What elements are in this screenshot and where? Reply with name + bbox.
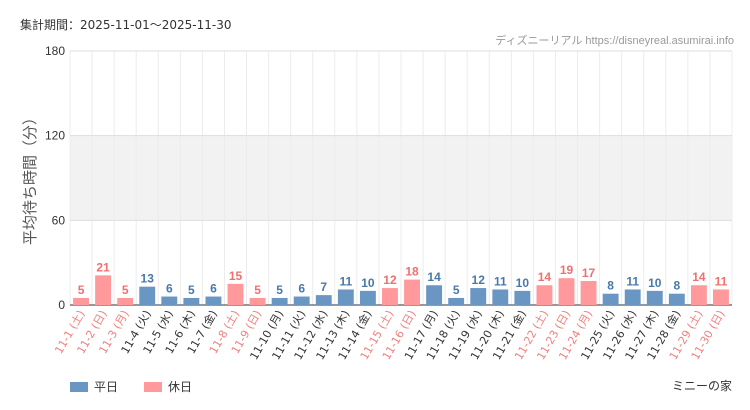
bar bbox=[249, 297, 266, 305]
value-label: 5 bbox=[188, 283, 195, 297]
source-credit: ディズニーリアル https://disneyreal.asumirai.inf… bbox=[495, 35, 734, 47]
legend-swatch-holiday bbox=[144, 381, 163, 392]
value-label: 10 bbox=[361, 276, 375, 290]
value-label: 11 bbox=[339, 274, 352, 288]
bar bbox=[492, 289, 509, 305]
value-label: 8 bbox=[607, 279, 614, 293]
value-label: 11 bbox=[626, 274, 639, 288]
bar bbox=[73, 297, 89, 305]
value-label: 8 bbox=[673, 279, 680, 293]
legend-label-holiday: 休日 bbox=[168, 380, 193, 394]
y-axis-ticks: 0 60 120 180 bbox=[45, 44, 65, 312]
x-axis-labels: 11-1 (土)11-2 (日)11-3 (月)11-4 (火)11-5 (水)… bbox=[52, 308, 727, 363]
value-label: 13 bbox=[141, 272, 155, 286]
y-tick-label: 0 bbox=[58, 298, 65, 312]
bar bbox=[668, 293, 685, 305]
bar bbox=[448, 297, 465, 305]
bar bbox=[315, 295, 332, 305]
bar bbox=[404, 279, 420, 305]
bar bbox=[514, 290, 531, 305]
y-tick-label: 120 bbox=[45, 129, 65, 143]
y-tick-label: 180 bbox=[45, 44, 65, 58]
y-tick-label: 60 bbox=[52, 213, 66, 227]
value-label: 5 bbox=[254, 283, 261, 297]
bar bbox=[139, 286, 156, 305]
period-text: 集計期間：2025-11-01〜2025-11-30 bbox=[20, 18, 232, 32]
legend: 平日 休日 bbox=[70, 378, 192, 395]
bar bbox=[205, 296, 222, 305]
value-label: 5 bbox=[122, 283, 129, 297]
value-label: 12 bbox=[472, 273, 486, 287]
bar bbox=[602, 293, 619, 305]
bar bbox=[227, 283, 244, 305]
bar bbox=[558, 278, 575, 305]
bar bbox=[646, 290, 663, 305]
value-label: 5 bbox=[276, 283, 283, 297]
value-label: 6 bbox=[210, 282, 217, 296]
bar bbox=[624, 289, 641, 305]
bar bbox=[95, 275, 112, 305]
vertical-gridlines bbox=[69, 51, 733, 305]
bar bbox=[690, 285, 707, 305]
value-label: 19 bbox=[560, 263, 574, 277]
value-label: 17 bbox=[582, 266, 596, 280]
value-label: 18 bbox=[405, 265, 419, 279]
value-label: 11 bbox=[715, 274, 728, 288]
value-label: 7 bbox=[320, 280, 327, 294]
bar bbox=[580, 281, 597, 305]
bar bbox=[382, 288, 398, 305]
value-label: 15 bbox=[229, 269, 243, 283]
bar bbox=[426, 285, 443, 305]
value-label: 6 bbox=[166, 282, 173, 296]
bar bbox=[293, 296, 310, 305]
value-label: 11 bbox=[494, 274, 507, 288]
bar bbox=[183, 297, 200, 305]
value-label: 10 bbox=[648, 276, 662, 290]
bar bbox=[359, 290, 376, 305]
bar bbox=[337, 289, 354, 305]
bar bbox=[536, 285, 553, 305]
value-label: 5 bbox=[453, 283, 460, 297]
bars bbox=[73, 275, 729, 305]
value-label: 12 bbox=[383, 273, 397, 287]
bar bbox=[271, 297, 288, 305]
value-label: 14 bbox=[427, 270, 441, 284]
value-label: 5 bbox=[78, 283, 85, 297]
value-label: 14 bbox=[692, 270, 706, 284]
attraction-name: ミニーの家 bbox=[671, 379, 732, 393]
value-label: 14 bbox=[538, 270, 552, 284]
horizontal-gridlines bbox=[70, 50, 732, 306]
bar bbox=[470, 288, 487, 305]
bar bbox=[117, 297, 134, 305]
legend-label-weekday: 平日 bbox=[94, 380, 119, 394]
bar bbox=[713, 289, 729, 305]
bar bbox=[161, 296, 178, 305]
value-label: 10 bbox=[516, 276, 530, 290]
legend-swatch-weekday bbox=[70, 381, 88, 392]
value-label: 6 bbox=[298, 282, 305, 296]
value-label: 21 bbox=[96, 260, 110, 274]
